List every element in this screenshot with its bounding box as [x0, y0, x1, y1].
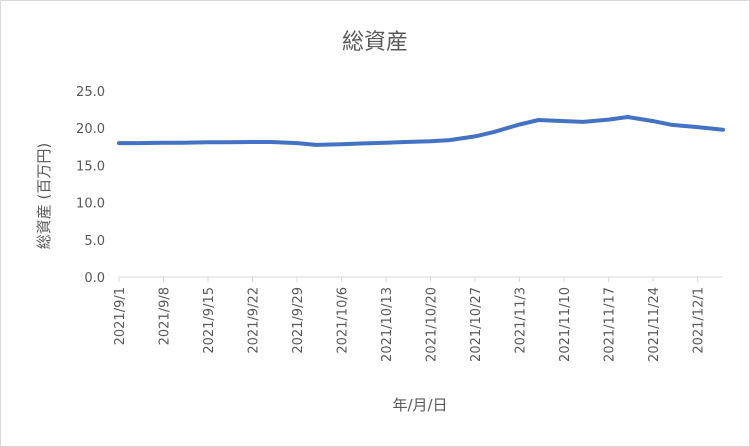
- x-tick-label: 2021/10/13: [380, 287, 395, 362]
- y-tick-label: 0.0: [84, 271, 105, 286]
- y-tick-label: 5.0: [84, 234, 105, 249]
- x-tick-label: 2021/11/10: [558, 287, 573, 362]
- x-axis-label: 年/月/日: [392, 396, 447, 414]
- series-line: [117, 115, 725, 147]
- y-tick-label: 20.0: [76, 122, 105, 137]
- x-tick-label: 2021/9/8: [158, 287, 173, 345]
- x-tick-label: 2021/9/22: [247, 287, 262, 354]
- x-tick-label: 2021/9/1: [113, 287, 128, 345]
- x-tick-label: 2021/11/3: [514, 287, 529, 354]
- y-axis-ticks: 0.0 5.0 10.0 15.0 20.0 25.0: [76, 85, 105, 286]
- x-axis-ticks: 2021/9/1 2021/9/8 2021/9/15 2021/9/22 2021/9…: [113, 277, 707, 362]
- x-tick-label: 2021/10/20: [425, 287, 440, 362]
- x-tick-label: 2021/11/24: [647, 287, 662, 362]
- x-tick-label: 2021/10/6: [336, 287, 351, 354]
- y-tick-label: 15.0: [76, 159, 105, 174]
- x-tick-label: 2021/11/17: [603, 287, 618, 362]
- chart-title: 総資産: [342, 30, 408, 55]
- x-tick-label: 2021/9/15: [202, 287, 217, 354]
- y-axis-label: 総資産 (百万円): [35, 143, 53, 249]
- x-tick-label: 2021/12/1: [692, 287, 707, 354]
- y-tick-label: 10.0: [76, 197, 105, 212]
- x-tick-label: 2021/9/29: [291, 287, 306, 354]
- x-tick-label: 2021/10/27: [469, 287, 484, 362]
- y-tick-label: 25.0: [76, 85, 105, 100]
